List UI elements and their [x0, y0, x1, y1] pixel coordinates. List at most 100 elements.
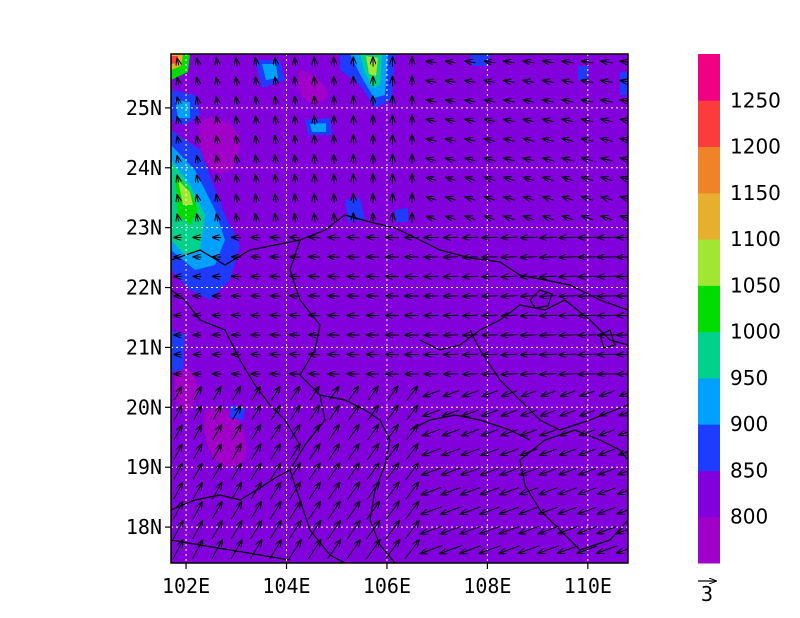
wind-vector — [540, 257, 557, 258]
wind-vector — [540, 296, 557, 297]
wind-vector — [463, 354, 478, 355]
wind-vector — [621, 61, 628, 63]
y-tick-label: 22N — [126, 276, 162, 300]
wind-vector — [543, 100, 555, 102]
wind-vector — [192, 445, 201, 460]
wind-vector — [334, 175, 335, 184]
wind-vector — [288, 521, 300, 540]
wind-vector — [578, 545, 598, 553]
wind-vector — [405, 425, 417, 441]
wind-vector — [192, 464, 202, 480]
contour-patch — [395, 208, 408, 222]
wind-vector — [216, 58, 217, 66]
y-tick-label: 25N — [126, 96, 162, 120]
wind-vector — [216, 156, 217, 164]
wind-vector — [236, 78, 237, 86]
wind-vector — [177, 195, 179, 202]
wind-vector — [314, 136, 315, 145]
wind-vector — [463, 315, 478, 316]
wind-vector — [404, 521, 419, 540]
wind-vector — [621, 139, 628, 142]
wind-vector — [502, 409, 518, 416]
wind-vector — [386, 387, 397, 401]
wind-vector — [601, 100, 613, 102]
grid-lines — [171, 54, 628, 563]
wind-vector — [560, 467, 577, 474]
wind-vector — [423, 409, 440, 416]
wind-vector — [579, 335, 597, 336]
wind-vector — [347, 463, 359, 480]
colorbar-bin — [698, 146, 720, 194]
wind-vector — [366, 502, 380, 520]
wind-vector — [422, 486, 442, 494]
wind-vector — [334, 136, 335, 145]
wind-vector — [541, 409, 557, 416]
wind-vector — [540, 467, 558, 474]
wind-vector — [559, 296, 577, 297]
wind-vector — [502, 354, 518, 355]
wind-vector — [308, 483, 320, 500]
wind-vector — [579, 467, 597, 474]
wind-vector — [466, 197, 476, 200]
wind-vector — [347, 483, 360, 500]
wind-vector — [404, 540, 419, 560]
wind-vector — [385, 502, 399, 520]
wind-vector — [192, 483, 202, 500]
wind-vector — [427, 197, 437, 200]
wind-vector — [446, 119, 457, 121]
wind-vector — [579, 276, 597, 277]
wind-vector — [579, 487, 597, 494]
wind-vector — [504, 216, 515, 220]
wind-vector — [519, 545, 540, 553]
wind-vector — [275, 78, 276, 86]
wind-vector — [597, 545, 617, 553]
wind-vector — [539, 506, 559, 514]
wind-vector — [236, 58, 237, 66]
wind-vector — [504, 158, 515, 161]
vector-legend-label: 3 — [701, 582, 713, 606]
wind-vector — [521, 429, 538, 436]
wind-vector — [236, 214, 237, 222]
wind-vector — [197, 195, 199, 202]
wind-vector — [540, 487, 558, 495]
wind-vector — [309, 387, 319, 401]
colorbar-bin — [698, 470, 720, 518]
wind-vector — [295, 116, 296, 125]
wind-vector — [558, 526, 578, 534]
wind-vector — [441, 487, 461, 495]
wind-vector — [386, 463, 399, 480]
wind-vector — [366, 521, 380, 540]
wind-vector — [559, 237, 577, 238]
wind-vector — [466, 216, 476, 219]
wind-vector — [543, 119, 555, 121]
wind-vector — [502, 257, 518, 258]
wind-vector — [309, 335, 320, 336]
wind-vector — [290, 374, 301, 375]
wind-vector — [314, 58, 315, 67]
wind-vector — [427, 139, 437, 141]
wind-vector — [540, 237, 557, 238]
wind-vector — [232, 387, 241, 401]
wind-vector — [442, 448, 461, 456]
wind-vector — [334, 155, 335, 164]
colorbar: 800 850 900 950 1000 1050 1100 1150 1200 1250 — [698, 54, 781, 564]
wind-vector — [295, 214, 296, 223]
y-tick-label: 20N — [126, 395, 162, 419]
wind-vector — [482, 409, 499, 416]
wind-vector — [250, 444, 260, 460]
wind-vector — [621, 197, 628, 201]
wind-vector — [482, 296, 498, 297]
wind-vector — [216, 78, 217, 86]
wind-vector — [521, 335, 538, 336]
wind-vector — [621, 81, 628, 83]
wind-vector — [348, 387, 359, 401]
wind-vector — [482, 390, 498, 397]
wind-vector — [424, 390, 440, 397]
wind-vector — [251, 387, 260, 401]
wind-vector — [255, 175, 256, 183]
wind-vector — [177, 98, 179, 105]
wind-vector — [480, 545, 501, 554]
wind-vector — [559, 487, 578, 495]
wind-vector — [521, 296, 538, 297]
wind-vector — [255, 156, 256, 164]
